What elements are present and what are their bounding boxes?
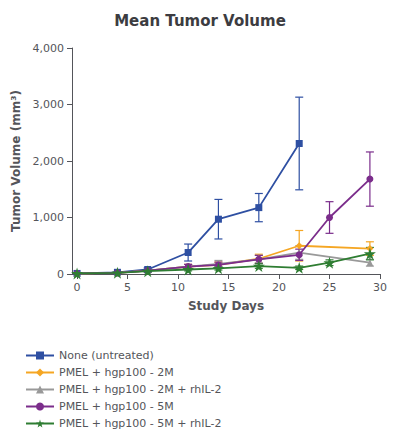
svg-text:PMEL + hgp100 - 2M: PMEL + hgp100 - 2M [59,366,174,379]
svg-text:PMEL + hgp100 - 2M + rhIL-2: PMEL + hgp100 - 2M + rhIL-2 [59,383,221,396]
svg-text:0: 0 [74,281,81,294]
svg-text:20: 20 [272,281,286,294]
svg-text:10: 10 [171,281,185,294]
svg-text:PMEL + hgp100 - 5M + rhIL-2: PMEL + hgp100 - 5M + rhIL-2 [59,417,221,430]
svg-text:None (untreated): None (untreated) [59,349,154,362]
svg-text:5: 5 [124,281,131,294]
svg-text:PMEL + hgp100 - 5M: PMEL + hgp100 - 5M [59,400,174,413]
svg-text:3,000: 3,000 [33,98,65,111]
svg-text:0: 0 [57,268,64,281]
svg-text:1,000: 1,000 [33,211,65,224]
svg-text:Tumor Volume (mm³): Tumor Volume (mm³) [9,90,23,232]
svg-text:Study Days: Study Days [188,299,264,313]
svg-text:2,000: 2,000 [33,155,65,168]
svg-text:4,000: 4,000 [33,42,65,55]
svg-text:Mean Tumor Volume: Mean Tumor Volume [114,12,286,30]
svg-text:30: 30 [373,281,387,294]
svg-text:25: 25 [323,281,337,294]
svg-text:15: 15 [222,281,236,294]
